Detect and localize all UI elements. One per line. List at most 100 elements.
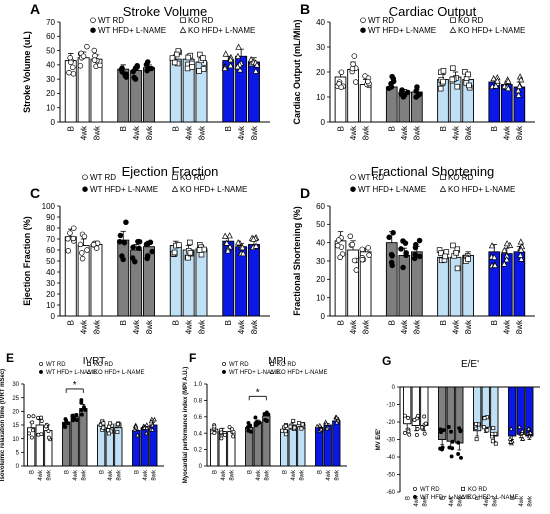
data-point xyxy=(101,421,106,426)
y-tick-label: 40 xyxy=(46,268,55,277)
y-tick-label: 100 xyxy=(42,202,56,211)
data-point xyxy=(412,251,418,258)
panel-f: F MPI 0 0.2 0.4 0.6 0.8 1.0 Myocardial performan… xyxy=(183,351,347,483)
data-point xyxy=(450,242,456,249)
y-tick-label: 30 xyxy=(46,75,55,84)
data-point xyxy=(459,455,463,460)
y-tick-label: 10 xyxy=(46,104,55,113)
data-point xyxy=(79,400,84,405)
x-tick-label: 4wk xyxy=(79,319,88,334)
legend-label: WT HFD+ L-NAME xyxy=(368,26,436,35)
data-point xyxy=(118,66,125,73)
data-point xyxy=(69,64,76,71)
data-point xyxy=(349,241,356,248)
data-point xyxy=(246,428,251,433)
data-point xyxy=(403,413,407,418)
data-point xyxy=(318,426,324,432)
legend-marker xyxy=(82,186,88,192)
data-point xyxy=(144,67,150,74)
data-point xyxy=(227,56,234,63)
x-tick-label: 8wk xyxy=(92,125,101,140)
y-tick-label: 10 xyxy=(12,437,19,443)
data-point xyxy=(359,256,366,263)
data-point xyxy=(390,229,396,236)
x-tick-label: 8wk xyxy=(334,469,340,481)
bar xyxy=(398,255,411,317)
y-tick-label: 0 xyxy=(199,464,203,470)
data-point xyxy=(449,429,453,434)
x-tick-label: B xyxy=(119,126,128,131)
data-point xyxy=(347,233,354,239)
data-point xyxy=(123,71,129,77)
data-point xyxy=(501,260,508,267)
y-tick-label: 30 xyxy=(316,257,325,266)
data-point xyxy=(230,427,235,432)
x-tick-label: 8wk xyxy=(81,469,87,481)
data-point xyxy=(239,244,246,251)
legend-marker xyxy=(269,369,275,374)
x-tick-label: 4wk xyxy=(414,495,420,507)
data-point xyxy=(224,247,232,254)
y-axis-label: Isovolumic relaxation time (IVRT mSec) xyxy=(0,369,6,481)
x-tick-label: 4wk xyxy=(451,319,460,334)
data-point xyxy=(450,65,456,71)
data-point xyxy=(141,425,147,430)
y-tick-label: 1.0 xyxy=(194,382,203,388)
data-point xyxy=(414,432,419,437)
bar xyxy=(297,426,306,467)
bar xyxy=(288,424,297,467)
data-point xyxy=(234,52,242,59)
x-tick-label: 8wk xyxy=(422,495,428,507)
legend-label: WT RD xyxy=(90,173,116,182)
data-point xyxy=(351,53,358,59)
x-tick-label: 4wk xyxy=(449,495,455,507)
data-point xyxy=(440,68,447,74)
data-point xyxy=(253,415,258,420)
data-point xyxy=(253,61,261,68)
data-point xyxy=(31,414,36,419)
bar xyxy=(420,386,429,426)
y-tick-label: 50 xyxy=(46,46,55,55)
data-point xyxy=(77,241,84,248)
x-tick-label: B xyxy=(388,320,397,325)
data-point xyxy=(492,82,500,89)
data-point xyxy=(386,234,392,241)
data-point xyxy=(450,446,455,451)
bar xyxy=(347,69,359,123)
data-point xyxy=(517,246,525,253)
legend-marker xyxy=(172,174,178,180)
legend-marker xyxy=(413,486,417,491)
data-point xyxy=(465,256,471,262)
panel-letter: G xyxy=(382,354,391,368)
data-point xyxy=(63,417,68,422)
data-point xyxy=(466,82,472,89)
data-point xyxy=(437,85,444,92)
data-point xyxy=(145,253,151,259)
data-point xyxy=(115,430,120,435)
data-point xyxy=(62,424,67,429)
legend-marker xyxy=(39,369,43,374)
panel-letter: D xyxy=(300,185,310,201)
data-point xyxy=(505,84,512,92)
x-tick-label: 8wk xyxy=(464,319,473,334)
data-point xyxy=(263,417,268,422)
data-point xyxy=(488,242,496,249)
data-point xyxy=(454,83,460,90)
x-tick-label: B xyxy=(439,320,448,325)
legend-marker xyxy=(460,494,466,499)
x-tick-label: 8wk xyxy=(250,319,259,334)
data-point xyxy=(527,433,532,439)
data-point xyxy=(174,51,180,58)
data-point xyxy=(403,250,409,256)
x-tick-label: B xyxy=(224,320,233,325)
data-point xyxy=(388,84,395,90)
data-point xyxy=(507,436,513,441)
bar xyxy=(253,422,262,467)
data-point xyxy=(334,414,340,420)
data-point xyxy=(79,408,84,413)
bar xyxy=(488,251,501,317)
x-tick-label: 4wk xyxy=(519,495,525,507)
data-point xyxy=(406,429,411,434)
x-tick-label: 4wk xyxy=(143,469,149,481)
